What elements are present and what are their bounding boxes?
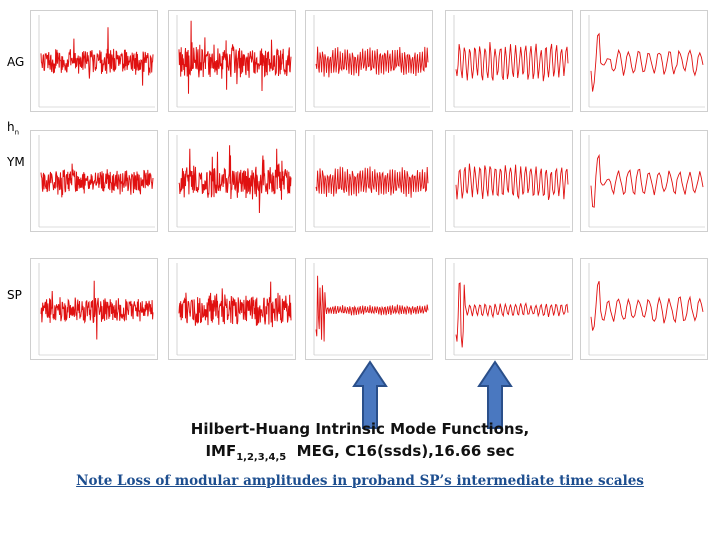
imf-panel-sp-4	[445, 258, 573, 360]
imf-panel-ag-1	[30, 10, 158, 112]
imf-trace	[40, 280, 154, 340]
imf-panel-sp-2	[168, 258, 296, 360]
imf-panel-ag-3	[305, 10, 433, 112]
imf-trace	[178, 20, 292, 94]
imf-trace	[590, 153, 704, 208]
row-label-sp: SP	[7, 288, 22, 302]
imf-trace	[455, 42, 569, 82]
imf-panel-ym-4	[445, 130, 573, 232]
caption-line-1: Hilbert-Huang Intrinsic Mode Functions,	[190, 420, 530, 438]
caption-imf-sub: 1,2,3,4,5	[236, 452, 287, 463]
imf-trace	[315, 46, 429, 78]
imf-panel-ym-1	[30, 130, 158, 232]
imf-trace	[455, 282, 569, 348]
imf-panel-ym-2	[168, 130, 296, 232]
caption-imf: IMF	[205, 442, 237, 460]
row-label-hn: hn	[7, 120, 20, 137]
imf-panel-ag-4	[445, 10, 573, 112]
imf-trace	[178, 145, 292, 214]
arrow-up-icon	[477, 360, 513, 429]
imf-panel-ag-2	[168, 10, 296, 112]
imf-trace	[315, 166, 429, 198]
imf-panel-sp-5	[580, 258, 708, 360]
imf-trace	[455, 163, 569, 201]
imf-panel-ag-5	[580, 10, 708, 112]
imf-trace	[40, 27, 154, 86]
arrow-up-icon	[352, 360, 388, 429]
row-label-ag: AG	[7, 55, 25, 69]
imf-trace	[315, 275, 429, 342]
imf-trace	[40, 163, 154, 198]
note-text: Note Loss of modular amplitudes in proba…	[76, 473, 644, 489]
imf-trace	[590, 281, 704, 331]
row-label-ym: YM	[7, 155, 25, 169]
imf-panel-ym-5	[580, 130, 708, 232]
imf-panel-sp-3	[305, 258, 433, 360]
caption-meg: MEG, C16(ssds),16.66 sec	[286, 442, 515, 460]
figure-caption: Hilbert-Huang Intrinsic Mode Functions, …	[150, 418, 570, 469]
caption-line-2: IMF1,2,3,4,5 MEG, C16(ssds),16.66 sec	[150, 440, 570, 469]
imf-trace	[590, 32, 704, 92]
imf-trace	[178, 281, 292, 328]
imf-panel-sp-1	[30, 258, 158, 360]
imf-panel-ym-3	[305, 130, 433, 232]
